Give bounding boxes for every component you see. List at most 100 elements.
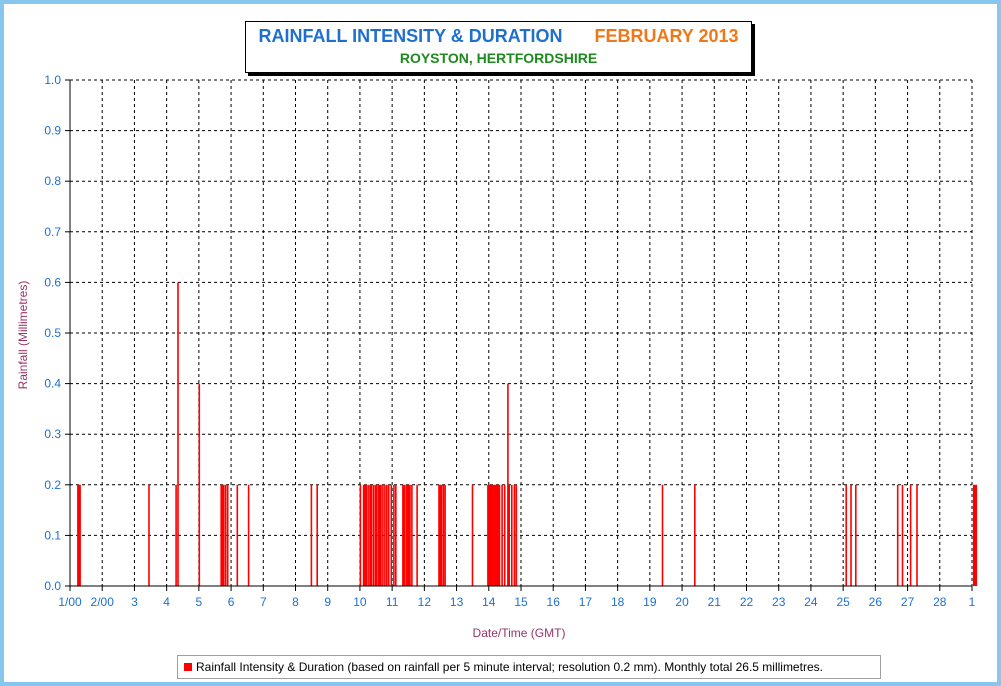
- x-tick-label: 16: [547, 595, 561, 609]
- y-tick-label: 0.2: [44, 478, 61, 492]
- rainfall-bar: [972, 484, 975, 586]
- x-tick-label: 6: [228, 595, 235, 609]
- y-tick-label: 0.9: [44, 124, 61, 138]
- rainfall-bar: [78, 484, 80, 586]
- rainfall-bar: [489, 484, 492, 586]
- rainfall-bar: [223, 484, 225, 586]
- rainfall-bar: [855, 484, 857, 586]
- x-tick-label: 5: [196, 595, 203, 609]
- axes: [65, 79, 973, 591]
- rainfall-bar: [362, 484, 365, 586]
- rainfall-bar: [175, 484, 177, 586]
- x-tick-label: 17: [579, 595, 593, 609]
- x-tick-label: 18: [611, 595, 625, 609]
- x-tick-label: 20: [675, 595, 689, 609]
- x-tick-label: 21: [708, 595, 722, 609]
- rainfall-bar: [411, 484, 413, 586]
- chart-title: RAINFALL INTENSITY & DURATION FEBRUARY 20…: [246, 26, 751, 47]
- rainfall-bar: [79, 484, 81, 586]
- y-tick-label: 0.7: [44, 225, 61, 239]
- x-tick-label: 7: [260, 595, 267, 609]
- rainfall-bar: [386, 484, 388, 586]
- rainfall-bar: [374, 484, 376, 586]
- y-tick-label: 0.0: [44, 579, 61, 593]
- rainfall-bar: [507, 383, 509, 586]
- x-tick-label: 12: [418, 595, 432, 609]
- x-tick-label: 15: [514, 595, 528, 609]
- rainfall-bar: [416, 484, 418, 586]
- x-tick-label: 28: [933, 595, 947, 609]
- rainfall-bar: [498, 484, 501, 586]
- rainfall-bar: [220, 484, 222, 586]
- y-tick-labels: 0.0 0.1 0.2 0.3 0.4 0.5 0.6 0.7 0.8 0.9 1.0: [44, 73, 61, 593]
- x-tick-label: 9: [324, 595, 331, 609]
- rainfall-bar: [77, 484, 79, 586]
- x-tick-label: 23: [772, 595, 786, 609]
- rainfall-bar: [487, 484, 489, 586]
- title-main: RAINFALL INTENSITY & DURATION: [258, 26, 563, 46]
- rainfall-bar: [382, 484, 384, 586]
- rainfall-bar: [177, 282, 179, 586]
- rainfall-bar: [236, 484, 239, 586]
- rainfall-bar: [365, 484, 367, 586]
- rainfall-bar: [694, 484, 696, 586]
- x-tick-label: 24: [804, 595, 818, 609]
- rainfall-bar: [198, 383, 201, 586]
- x-tick-label: 2/00: [91, 595, 115, 609]
- x-tick-label: 8: [292, 595, 299, 609]
- rainfall-bar: [224, 484, 227, 586]
- rainfall-bar: [310, 484, 313, 586]
- rainfall-bar: [916, 484, 918, 586]
- rainfall-bar: [442, 484, 445, 586]
- y-axis-label: Rainfall (Millimetres): [16, 281, 30, 390]
- rainfall-bar: [503, 484, 506, 586]
- rainfall-bar: [896, 484, 899, 586]
- y-tick-label: 0.4: [44, 377, 61, 391]
- x-tick-label: 13: [450, 595, 464, 609]
- rainfall-bar: [494, 484, 497, 586]
- rainfall-bar: [384, 484, 386, 586]
- legend-swatch: [184, 663, 192, 671]
- rainfall-bar: [975, 484, 978, 586]
- rainfall-bar: [377, 484, 380, 586]
- rainfall-bar: [367, 484, 369, 586]
- rainfall-bar: [375, 484, 378, 586]
- rainfall-bar: [440, 484, 443, 586]
- rainfall-bar: [901, 484, 904, 586]
- rainfall-bar: [407, 484, 410, 586]
- y-tick-label: 0.8: [44, 174, 61, 188]
- rainfall-bar: [444, 484, 446, 586]
- x-tick-label: 11: [386, 595, 399, 609]
- rainfall-bar: [372, 484, 375, 586]
- x-tick-label: 4: [163, 595, 170, 609]
- rainfall-bar: [513, 484, 516, 586]
- x-tick-label: 14: [482, 595, 496, 609]
- x-tick-label: 22: [740, 595, 754, 609]
- x-tick-labels: 1/00 2/00 3 4 5 6 7 8 9 10 11 12 13 14 15 16 17 18 19 20 21 2…: [58, 595, 975, 609]
- x-tick-label: 25: [836, 595, 850, 609]
- rainfall-bar: [492, 484, 494, 586]
- x-tick-label: 1: [969, 595, 976, 609]
- rainfall-bar: [316, 484, 318, 586]
- y-tick-label: 0.6: [44, 275, 61, 289]
- rainfall-bar: [501, 484, 503, 586]
- x-axis-label: Date/Time (GMT): [473, 626, 566, 640]
- legend: Rainfall Intensity & Duration (based on …: [177, 655, 881, 679]
- rainfall-bar: [409, 484, 411, 586]
- x-tick-label: 19: [643, 595, 657, 609]
- rainfall-bar: [395, 484, 397, 586]
- rainfall-bar: [493, 484, 496, 586]
- y-tick-label: 0.1: [44, 528, 61, 542]
- x-tick-label: 27: [901, 595, 915, 609]
- rainfall-bars: [77, 282, 978, 586]
- rainfall-bar: [974, 484, 976, 586]
- rainfall-bar: [402, 484, 404, 586]
- rainfall-bar: [390, 484, 393, 586]
- x-tick-label: 3: [131, 595, 138, 609]
- rainfall-bar: [845, 484, 847, 586]
- rainfall-bar: [511, 484, 513, 586]
- rainfall-bar: [226, 484, 229, 586]
- y-tick-label: 0.3: [44, 427, 61, 441]
- x-tick-label: 26: [869, 595, 883, 609]
